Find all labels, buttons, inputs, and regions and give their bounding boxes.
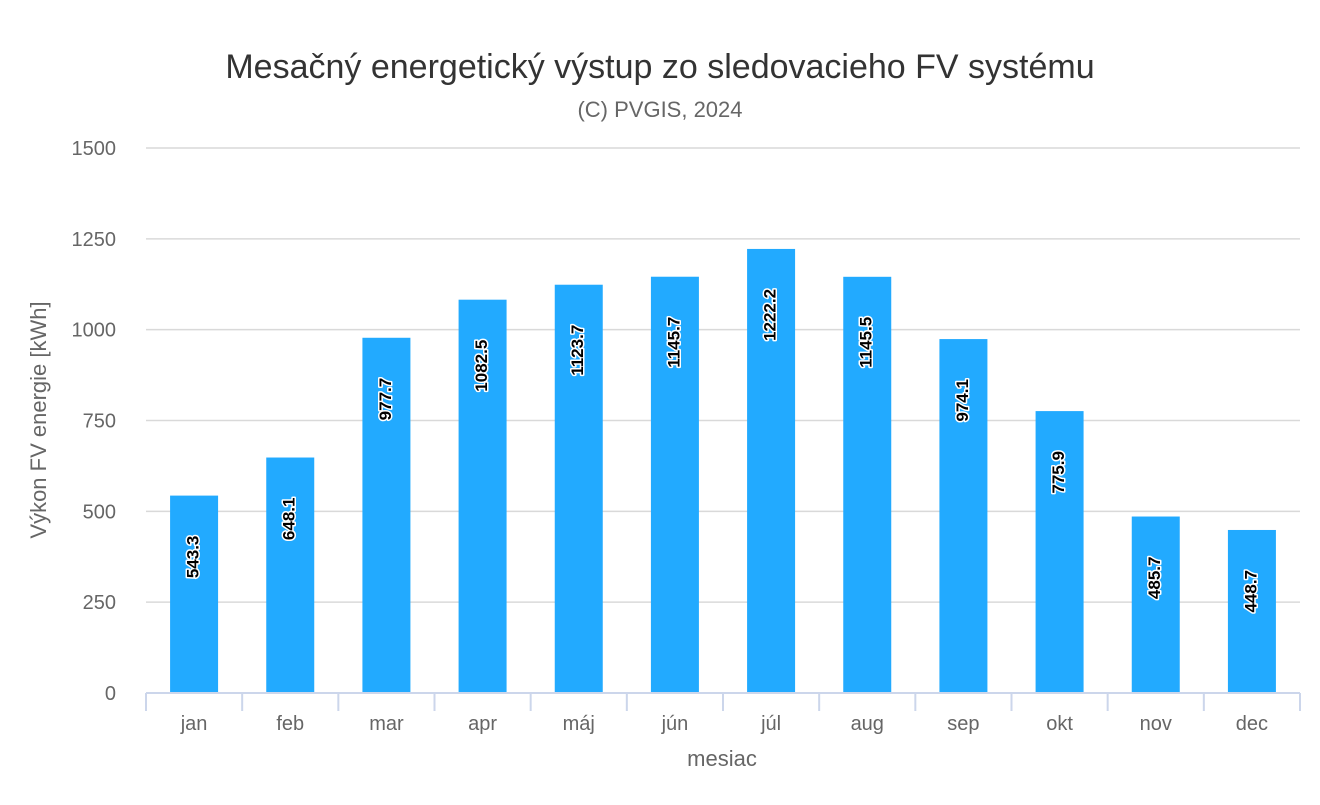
y-tick-label: 1000	[72, 320, 117, 342]
x-tick-label: okt	[1046, 713, 1073, 735]
x-axis-title: mesiac	[687, 746, 757, 771]
y-tick-label: 250	[83, 592, 116, 614]
y-axis-ticks: 0 250 500 750 1000 1250 1500	[72, 138, 117, 705]
bar-máj	[554, 284, 603, 693]
bar-nov	[1131, 516, 1180, 693]
x-tick-label: aug	[851, 713, 884, 735]
data-labels: 543.3 648.1 977.7 1082.5 1123.7 1145.7 1222.2 1…	[182, 287, 1262, 614]
bar-value-label: 1082.5	[472, 340, 491, 392]
bar-value-label: 974.1	[953, 379, 972, 422]
bar-value-label: 977.7	[376, 378, 395, 421]
bar-mar	[362, 337, 411, 693]
x-tick-label: sep	[947, 713, 979, 735]
x-tick-label: jún	[661, 713, 689, 735]
bar-feb	[266, 457, 315, 693]
bar-júl	[747, 248, 796, 693]
bar-aug	[843, 276, 892, 693]
x-tick-label: júl	[760, 713, 781, 735]
bar-value-label: 648.1	[280, 498, 299, 541]
bar-value-label: 775.9	[1049, 451, 1068, 494]
bar-okt	[1035, 411, 1084, 693]
bar-value-label: 485.7	[1145, 557, 1164, 600]
y-axis-title: Výkon FV energie [kWh]	[26, 301, 51, 538]
y-tick-label: 500	[83, 501, 116, 523]
bar-value-label: 1145.5	[857, 317, 876, 368]
y-tick-label: 0	[105, 683, 116, 705]
chart-subtitle: (C) PVGIS, 2024	[577, 97, 742, 122]
bar-value-label: 1145.7	[664, 317, 683, 368]
bar-jan	[170, 495, 219, 693]
x-tick-label: dec	[1236, 713, 1268, 735]
x-axis: jan feb mar apr máj jún júl aug sep okt nov dec	[145, 692, 1301, 735]
y-tick-label: 1500	[72, 138, 117, 160]
x-tick-label: feb	[276, 713, 304, 735]
bars	[170, 248, 1276, 693]
bar-value-label: 1123.7	[568, 325, 587, 376]
bar-sep	[939, 339, 988, 693]
bar-jún	[650, 276, 699, 693]
bar-apr	[458, 299, 507, 693]
y-tick-label: 750	[83, 411, 116, 433]
chart-title: Mesačný energetický výstup zo sledovacie…	[225, 48, 1094, 86]
x-tick-label: mar	[369, 713, 404, 735]
x-tick-label: apr	[468, 713, 497, 735]
x-tick-label: máj	[563, 713, 595, 735]
y-tick-label: 1250	[72, 229, 117, 251]
gridlines	[146, 147, 1300, 603]
bar-dec	[1227, 529, 1276, 693]
x-tick-label: jan	[180, 713, 208, 735]
bar-value-label: 448.7	[1241, 570, 1260, 613]
x-tick-label: nov	[1140, 713, 1172, 735]
bar-value-label: 1222.2	[761, 289, 780, 341]
bar-value-label: 543.3	[184, 536, 203, 579]
